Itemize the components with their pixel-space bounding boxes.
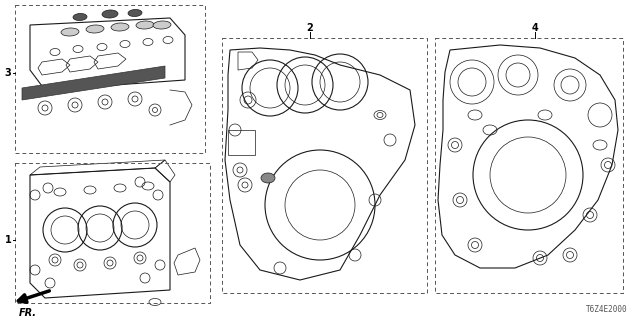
Text: 2: 2: [307, 23, 314, 33]
Text: T6Z4E2000: T6Z4E2000: [586, 305, 628, 314]
Ellipse shape: [102, 10, 118, 18]
Ellipse shape: [128, 10, 142, 17]
Ellipse shape: [136, 21, 154, 29]
Ellipse shape: [61, 28, 79, 36]
Text: FR.: FR.: [19, 308, 37, 318]
Text: 4: 4: [532, 23, 538, 33]
Ellipse shape: [153, 21, 171, 29]
Ellipse shape: [73, 13, 87, 20]
Ellipse shape: [86, 25, 104, 33]
Ellipse shape: [111, 23, 129, 31]
Polygon shape: [22, 66, 165, 100]
Text: 3: 3: [4, 68, 12, 78]
Text: 1: 1: [4, 235, 12, 245]
Ellipse shape: [261, 173, 275, 183]
